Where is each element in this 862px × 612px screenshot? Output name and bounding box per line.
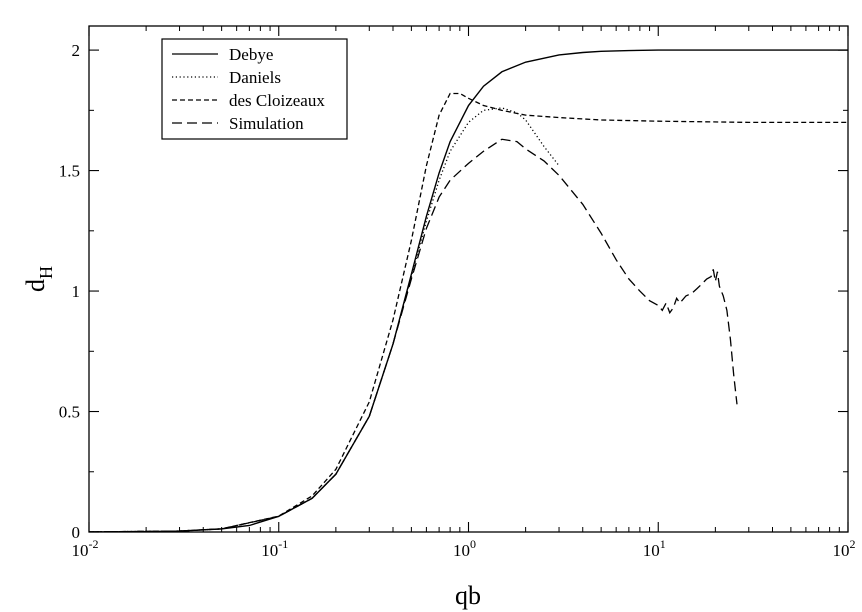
y-tick-label: 0 [72, 523, 81, 542]
y-tick-label: 0.5 [59, 403, 80, 422]
legend-label: Daniels [229, 68, 281, 87]
x-tick-base: 10 [72, 541, 89, 560]
x-tick-base: 10 [453, 541, 470, 560]
series-layer [89, 49, 848, 532]
x-tick-label: 10-1 [261, 537, 288, 560]
legend-label: des Cloizeaux [229, 91, 325, 110]
legend-items: Debye Daniels des Cloizeaux Simulation [172, 45, 325, 133]
y-tick-label: 2 [72, 41, 81, 60]
legend-box [161, 38, 348, 140]
series-line-debye [89, 49, 848, 532]
x-tick-base: 10 [261, 541, 278, 560]
x-tick-label: 10-2 [72, 537, 99, 560]
series-line-daniels [89, 107, 560, 532]
x-tick-label: 102 [833, 537, 856, 560]
legend-label: Debye [229, 45, 273, 64]
x-tick-exponent: 0 [470, 537, 476, 551]
y-axis-title-main: d [21, 279, 50, 292]
x-tick-exponent: 2 [850, 537, 856, 551]
legend-label: Simulation [229, 114, 304, 133]
x-tick-exponent: -2 [89, 537, 99, 551]
y-tick-label: 1 [72, 282, 81, 301]
y-tick-label: 1.5 [59, 162, 80, 181]
x-tick-label: 101 [643, 537, 666, 560]
x-tick-base: 10 [833, 541, 850, 560]
x-tick-exponent: -1 [278, 537, 288, 551]
series-line-simulation [89, 138, 738, 532]
x-tick-exponent: 1 [660, 537, 666, 551]
x-axis-title: qb [455, 581, 481, 610]
x-tick-base: 10 [643, 541, 660, 560]
series-line-des-cloizeaux [89, 92, 848, 532]
legend: Debye Daniels des Cloizeaux Simulation [161, 38, 348, 140]
y-axis-title: dH [21, 266, 56, 292]
y-axis-title-sub: H [36, 266, 56, 279]
x-tick-label: 100 [453, 537, 476, 560]
